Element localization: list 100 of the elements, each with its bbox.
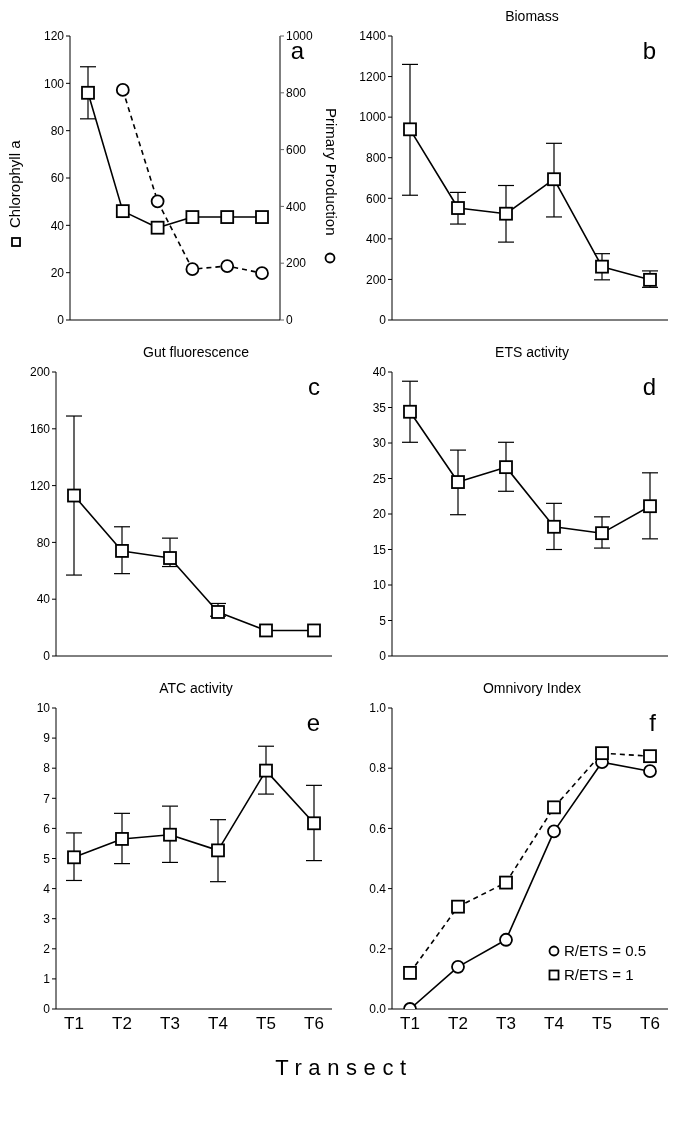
point [643,499,657,514]
point [67,850,81,865]
point [255,210,269,224]
y-tick-label: 0.8 [369,761,387,776]
y-tick-label: 200 [365,272,387,287]
point [67,488,81,503]
point [499,206,513,221]
point [81,85,95,100]
point [115,204,130,219]
y-tick-label: 80 [50,123,65,138]
point [499,932,513,947]
y-tick-label: 35 [372,400,387,415]
y2-axis-title: Primary Production [323,108,341,236]
point [307,623,321,638]
annotation: f [649,709,656,736]
y-tick-label: 60 [50,171,65,186]
y-tick-label: 5 [379,613,387,628]
chart-title: Gut fluorescence [142,344,250,362]
annotation: b [642,37,656,64]
annotation: e [306,709,320,736]
point [220,259,235,273]
y-tick-label: 100 [43,76,65,91]
chart-title: Biomass [504,8,560,26]
point [547,519,561,534]
point [211,843,225,858]
y-tick-label: 0.2 [369,942,387,957]
point [150,194,165,209]
y-tick-label: 0 [379,313,387,328]
y-tick-label: 2 [43,942,51,957]
point [499,460,513,475]
y-tick-label: 1 [43,972,51,987]
y-tick-label: 200 [29,365,51,380]
point [451,959,465,974]
y2-tick-label: 800 [286,86,307,101]
x-axis-title: Transect [274,1055,414,1081]
y-tick-label: 1000 [359,110,387,125]
point [163,827,177,842]
x-tick-label: T5 [592,1014,612,1034]
x-tick-label: T6 [640,1014,660,1034]
x-tick-label: T4 [208,1014,228,1034]
point [150,220,165,235]
y-tick-label: 6 [43,821,51,836]
y-tick-label: 20 [372,507,387,522]
y-tick-label: 4 [43,881,51,896]
point [643,764,657,779]
point [163,551,177,565]
y-tick-label: 1400 [359,29,387,44]
legend-label: R/ETS = 0.5 [563,941,646,961]
point [403,404,417,419]
annotation: d [642,373,656,400]
point [403,122,417,137]
y-tick-label: 20 [50,265,65,280]
y-tick-label: 120 [29,478,51,493]
y-tick-label: 5 [43,851,51,866]
y-tick-label: 25 [372,471,387,486]
y-tick-label: 30 [372,436,387,451]
legend-label: R/ETS = 1 [563,965,634,985]
point [403,965,417,980]
x-tick-label: T4 [544,1014,564,1034]
y-tick-label: 40 [36,592,51,607]
x-tick-label: T3 [160,1014,180,1034]
x-tick-label: T2 [112,1014,132,1034]
y2-tick-label: 400 [286,199,307,214]
point [255,266,269,281]
y-tick-label: 0 [43,649,51,664]
y-tick-label: 120 [43,29,65,44]
y-tick-label: 15 [372,542,387,557]
y-tick-label: 1200 [359,69,387,84]
point [547,172,561,187]
y2-tick-label: 600 [286,142,307,157]
point [643,749,657,764]
y-tick-label: 8 [43,761,51,776]
x-tick-label: T3 [496,1014,516,1034]
chart-title: Omnivory Index [481,680,582,698]
x-tick-label: T2 [448,1014,468,1034]
y-tick-label: 9 [43,731,51,746]
point [185,210,200,224]
y-tick-label: 600 [365,191,387,206]
point [115,83,130,97]
y-tick-label: 800 [365,150,387,165]
y2-tick-label: 0 [286,313,293,328]
y-tick-label: 40 [50,218,65,233]
point [185,262,200,277]
point [259,623,273,638]
x-tick-label: T5 [256,1014,276,1034]
y-tick-label: 0.4 [369,881,387,896]
point [499,875,513,890]
point [595,259,609,274]
y-tick-label: 160 [29,422,51,437]
y-tick-label: 0.6 [369,821,387,836]
point [547,800,561,815]
y-tick-label: 80 [36,535,51,550]
point [307,816,321,831]
point [220,210,235,224]
x-tick-label: T1 [64,1014,84,1034]
point [259,763,273,778]
chart-title: ETS activity [494,344,570,362]
y-tick-label: 3 [43,911,51,926]
point [115,832,129,846]
point [451,475,465,489]
